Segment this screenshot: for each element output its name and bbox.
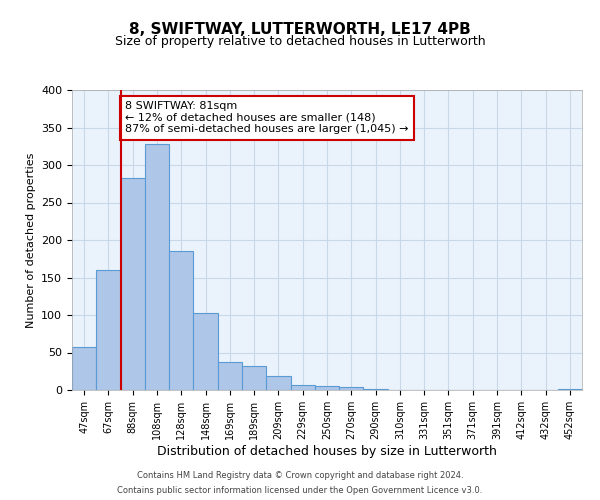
Bar <box>193 313 218 390</box>
Text: Contains HM Land Registry data © Crown copyright and database right 2024.: Contains HM Land Registry data © Crown c… <box>137 471 463 480</box>
Bar <box>145 144 169 390</box>
Bar <box>242 366 266 390</box>
Text: Contains public sector information licensed under the Open Government Licence v3: Contains public sector information licen… <box>118 486 482 495</box>
Bar <box>96 270 121 390</box>
Bar <box>266 376 290 390</box>
Bar <box>121 178 145 390</box>
Text: 8 SWIFTWAY: 81sqm
← 12% of detached houses are smaller (148)
87% of semi-detache: 8 SWIFTWAY: 81sqm ← 12% of detached hous… <box>125 101 409 134</box>
Bar <box>169 251 193 390</box>
X-axis label: Distribution of detached houses by size in Lutterworth: Distribution of detached houses by size … <box>157 444 497 458</box>
Bar <box>315 386 339 390</box>
Y-axis label: Number of detached properties: Number of detached properties <box>26 152 35 328</box>
Bar <box>72 347 96 390</box>
Text: Size of property relative to detached houses in Lutterworth: Size of property relative to detached ho… <box>115 35 485 48</box>
Bar <box>558 388 582 390</box>
Text: 8, SWIFTWAY, LUTTERWORTH, LE17 4PB: 8, SWIFTWAY, LUTTERWORTH, LE17 4PB <box>129 22 471 38</box>
Bar <box>218 362 242 390</box>
Bar <box>364 388 388 390</box>
Bar <box>339 387 364 390</box>
Bar <box>290 385 315 390</box>
